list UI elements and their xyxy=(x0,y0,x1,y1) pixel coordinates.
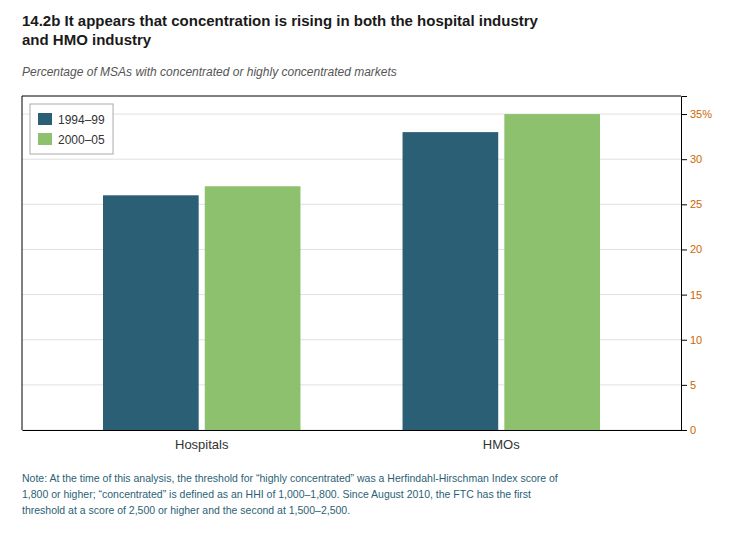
y-tick: 20 xyxy=(681,243,702,255)
x-tick-label: HMOs xyxy=(483,437,520,452)
plot-frame-top xyxy=(22,96,681,97)
x-tick-label: Hospitals xyxy=(175,437,229,452)
y-tick: 30 xyxy=(681,153,702,165)
y-tick-mark xyxy=(681,204,687,205)
plot: 0 5 10 15 20 25 30 35% Hospitals HMOs 1994–99 2000–… xyxy=(22,96,712,452)
legend: 1994–99 2000–05 xyxy=(30,104,113,154)
legend-label: 1994–99 xyxy=(58,113,105,127)
y-tick-label: 10 xyxy=(690,334,702,346)
bar xyxy=(403,132,499,430)
y-tick: 10 xyxy=(681,334,702,346)
title-line: and HMO industry xyxy=(22,31,152,48)
chart-svg: 14.2b It appears that concentration is r… xyxy=(0,0,733,554)
x-axis: Hospitals HMOs xyxy=(23,431,682,452)
y-tick: 5 xyxy=(681,379,696,391)
title: 14.2b It appears that concentration is r… xyxy=(22,12,539,48)
plot-frame-left xyxy=(22,96,23,430)
x-axis-line xyxy=(23,430,682,431)
grid xyxy=(22,114,681,430)
y-tick-label: 5 xyxy=(690,379,696,391)
y-tick-mark xyxy=(681,430,687,431)
x-tick: HMOs xyxy=(483,437,520,452)
legend-label: 2000–05 xyxy=(58,133,105,147)
chart-container: 14.2b It appears that concentration is r… xyxy=(0,0,733,554)
y-tick-label: 15 xyxy=(690,289,702,301)
x-tick: Hospitals xyxy=(175,437,229,452)
y-tick-mark xyxy=(681,385,687,386)
y-tick-label: 35% xyxy=(690,108,712,120)
y-axis: 0 5 10 15 20 25 30 35% xyxy=(681,97,712,437)
bar-series xyxy=(103,132,498,430)
y-tick: 0 xyxy=(681,424,696,436)
subtitle: Percentage of MSAs with concentrated or … xyxy=(22,65,397,79)
y-tick-mark xyxy=(681,295,687,296)
legend-swatch xyxy=(38,133,52,145)
note-line: threshold at a score of 2,500 or higher … xyxy=(22,504,350,516)
title-line: 14.2b It appears that concentration is r… xyxy=(22,12,539,29)
bars xyxy=(103,114,600,430)
y-tick-label: 20 xyxy=(690,243,702,255)
note-line: Note: At the time of this analysis, the … xyxy=(22,472,558,484)
y-tick-label: 25 xyxy=(690,198,702,210)
legend-item: 2000–05 xyxy=(38,133,105,147)
y-tick: 25 xyxy=(681,198,702,210)
bar xyxy=(205,186,301,430)
note-line: 1,800 or higher; “concentrated” is defin… xyxy=(22,488,531,500)
y-tick-mark xyxy=(681,249,687,250)
y-tick-mark xyxy=(681,159,687,160)
y-tick: 15 xyxy=(681,289,702,301)
y-tick-mark xyxy=(681,114,687,115)
note: Note: At the time of this analysis, the … xyxy=(22,472,558,516)
y-axis-line xyxy=(682,97,688,431)
bar-series xyxy=(205,114,600,430)
y-tick-label: 0 xyxy=(690,424,696,436)
bar xyxy=(504,114,600,430)
y-tick-label: 30 xyxy=(690,153,702,165)
legend-swatch xyxy=(38,113,52,125)
legend-box xyxy=(30,104,113,154)
bar xyxy=(103,195,199,430)
legend-item: 1994–99 xyxy=(38,113,105,127)
y-tick-mark xyxy=(681,340,687,341)
legend-items: 1994–99 2000–05 xyxy=(38,113,105,147)
y-tick: 35% xyxy=(681,108,712,120)
